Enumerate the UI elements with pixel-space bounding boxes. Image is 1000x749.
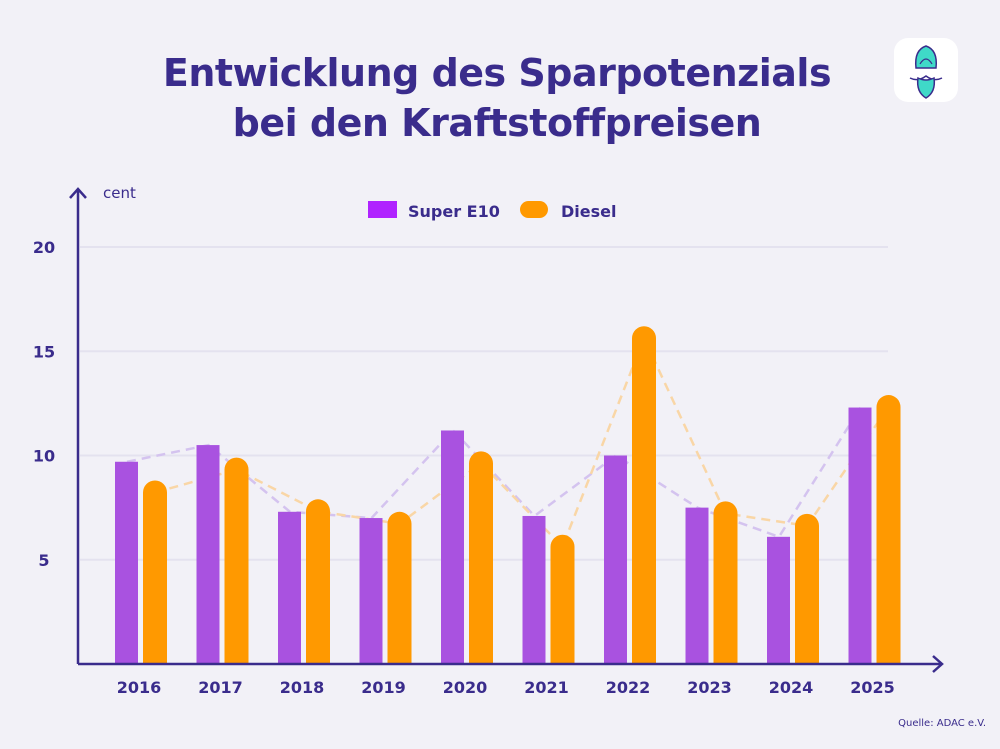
- bar-diesel-2023: [713, 501, 738, 664]
- bar-super-e10-2024: [767, 536, 790, 664]
- x-tick-label: 2016: [117, 678, 162, 697]
- y-tick-label: 10: [33, 447, 55, 466]
- x-tick-label: 2020: [443, 678, 488, 697]
- x-tick-label: 2022: [606, 678, 651, 697]
- bar-super-e10-2019: [359, 518, 383, 664]
- logo: [894, 38, 958, 102]
- bar-super-e10-2025: [848, 407, 872, 664]
- x-tick-label: 2025: [850, 678, 895, 697]
- y-axis-arrow: [69, 187, 87, 199]
- bar-super-e10-2016: [115, 461, 138, 664]
- trend-line-diesel: [154, 335, 890, 549]
- bar-super-e10-2021: [522, 515, 546, 664]
- y-tick-label: 20: [33, 238, 55, 257]
- x-tick-label: 2017: [198, 678, 243, 697]
- x-tick-label: 2019: [361, 678, 406, 697]
- y-tick-label: 15: [33, 342, 55, 361]
- bar-diesel-2024: [795, 513, 819, 664]
- title-line-1: Entwicklung des Sparpotenzials: [162, 51, 832, 95]
- legend-swatch-diesel: [520, 201, 548, 218]
- bar-diesel-2021: [550, 534, 575, 664]
- bar-super-e10-2017: [196, 445, 220, 664]
- x-tick-label: 2023: [687, 678, 732, 697]
- trend-line-super-e10: [126, 406, 862, 539]
- bar-diesel-2017: [224, 457, 249, 664]
- legend: Super E10 Diesel: [368, 201, 616, 221]
- x-tick-label: 2021: [524, 678, 569, 697]
- bar-super-e10-2022: [604, 455, 627, 664]
- title-line-2: bei den Kraftstoffpreisen: [232, 101, 762, 145]
- y-axis-label: cent: [103, 184, 136, 202]
- bar-diesel-2025: [876, 395, 901, 664]
- bar-diesel-2022: [632, 326, 656, 664]
- bar-super-e10-2023: [685, 507, 709, 664]
- legend-label-super-e10: Super E10: [408, 202, 500, 221]
- source-note: Quelle: ADAC e.V.: [898, 718, 986, 729]
- x-axis-arrow: [932, 655, 944, 673]
- legend-swatch-super-e10: [368, 201, 397, 218]
- bar-diesel-2016: [143, 480, 167, 664]
- bar-diesel-2019: [387, 511, 412, 664]
- legend-label-diesel: Diesel: [561, 202, 616, 221]
- x-tick-label: 2018: [280, 678, 325, 697]
- bearded-turban-mascot-icon: [909, 45, 943, 99]
- y-tick-label: 5: [38, 551, 49, 570]
- x-tick-label: 2024: [769, 678, 814, 697]
- bar-diesel-2020: [469, 451, 493, 664]
- chart-title: Entwicklung des Sparpotenzials bei den K…: [0, 48, 994, 148]
- bar-diesel-2018: [306, 499, 330, 664]
- bar-super-e10-2018: [278, 511, 301, 664]
- bar-super-e10-2020: [441, 430, 464, 664]
